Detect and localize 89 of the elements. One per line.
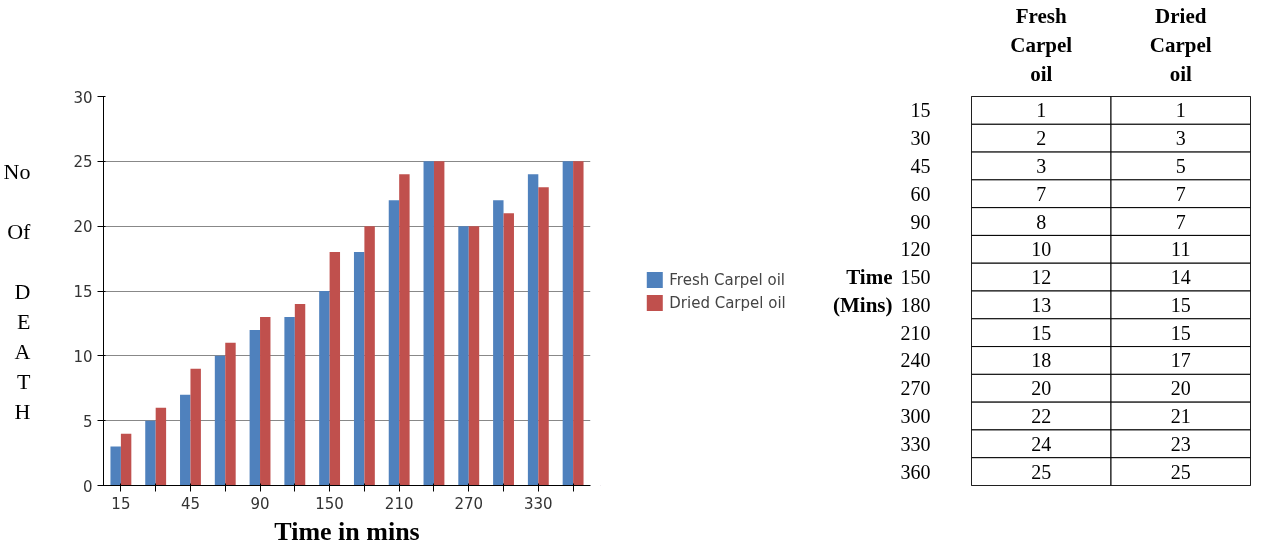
data-label: 15	[1170, 293, 1191, 316]
data-label: 14	[1170, 266, 1191, 289]
x-tick-label: 15	[111, 494, 131, 513]
x-axis-title: Time in mins	[274, 516, 420, 546]
y-tick-label: 20	[73, 218, 93, 237]
y-tick-label: 15	[73, 283, 93, 301]
y-tick-label: 30	[910, 127, 931, 150]
bar	[319, 291, 330, 486]
data-label: 8	[1036, 210, 1047, 233]
y-tick-label: 120	[900, 238, 931, 261]
y-tick-label: 300	[900, 405, 931, 428]
bar	[110, 446, 121, 486]
y-tick-label: 90	[910, 210, 931, 233]
y-tick-label: 240	[900, 349, 931, 372]
text: No Of DEATH	[3, 158, 31, 424]
bar	[399, 174, 410, 486]
data-label: 23	[1170, 432, 1191, 455]
bar	[493, 200, 504, 486]
y-axis-title: Time (Mins)	[833, 264, 893, 318]
bar	[423, 161, 434, 486]
bar	[468, 226, 480, 486]
data-label: 24	[1031, 432, 1052, 455]
y-tick-label: 10	[73, 347, 93, 366]
y-tick-label: 330	[900, 432, 931, 455]
bar	[329, 252, 341, 486]
bar	[190, 368, 201, 486]
bar	[214, 355, 226, 486]
y-tick-label: 0	[82, 477, 93, 496]
y-tick-label: 150	[900, 266, 931, 289]
bar	[388, 200, 400, 486]
data-label: 7	[1175, 182, 1186, 205]
bar	[353, 252, 365, 486]
bar	[433, 161, 445, 486]
y-tick-label: 360	[900, 460, 931, 483]
data-label: 20	[1170, 377, 1191, 400]
x-tick-label: 90	[250, 494, 270, 513]
data-label: 1	[1175, 99, 1186, 122]
legend-label: Dried Carpel oil	[669, 293, 786, 311]
data-label: 3	[1036, 154, 1047, 177]
x-tick-label: 45	[180, 494, 201, 513]
y-tick-label: 210	[900, 321, 931, 344]
data-label: 21	[1170, 405, 1191, 428]
bar	[364, 226, 375, 486]
bar	[180, 394, 191, 486]
data-label: 12	[1031, 266, 1052, 289]
x-tick-label: 330	[524, 494, 553, 513]
bar	[573, 161, 584, 486]
bar	[260, 316, 271, 486]
data-label: 5	[1175, 154, 1186, 177]
data-label: 3	[1175, 127, 1186, 150]
bar	[527, 174, 539, 486]
y-tick-label: 45	[910, 154, 931, 177]
y-tick-label: 5	[82, 412, 93, 431]
data-label: 22	[1031, 405, 1052, 428]
bar	[155, 407, 167, 486]
y-tick-label: 60	[910, 182, 931, 205]
data-label: 13	[1031, 293, 1052, 316]
data-label: 10	[1031, 238, 1052, 261]
data-label: 25	[1170, 460, 1191, 483]
bar	[120, 433, 132, 486]
x-tick-label: 210	[384, 494, 414, 513]
data-label: 2	[1036, 127, 1047, 150]
legend-label: Fresh Carpel oil	[669, 270, 786, 288]
y-tick-label: 270	[900, 377, 931, 400]
y-tick-label: 180	[900, 293, 931, 316]
bar	[538, 187, 549, 486]
data-label: 20	[1031, 377, 1052, 400]
x-tick-label: 150	[315, 494, 344, 513]
data-label: 18	[1031, 349, 1052, 372]
y-tick-label: 15	[910, 99, 931, 122]
bar	[249, 329, 261, 486]
bar	[562, 161, 574, 486]
bar	[294, 303, 306, 486]
data-label: 15	[1170, 321, 1191, 344]
x-tick-label: 270	[454, 494, 484, 513]
y-tick-label: 25	[73, 153, 93, 172]
data-label: 7	[1175, 210, 1186, 233]
bar	[225, 342, 236, 486]
data-label: 7	[1036, 182, 1047, 205]
bar	[503, 213, 514, 486]
data-label: 1	[1036, 99, 1047, 122]
bar	[458, 226, 469, 486]
bar	[284, 316, 295, 486]
data-label: 15	[1031, 321, 1052, 344]
bar	[145, 420, 156, 486]
data-label: 11	[1171, 238, 1191, 261]
data-label: 25	[1031, 460, 1052, 483]
data-label: 17	[1170, 349, 1191, 372]
y-tick-label: 30	[73, 88, 93, 107]
